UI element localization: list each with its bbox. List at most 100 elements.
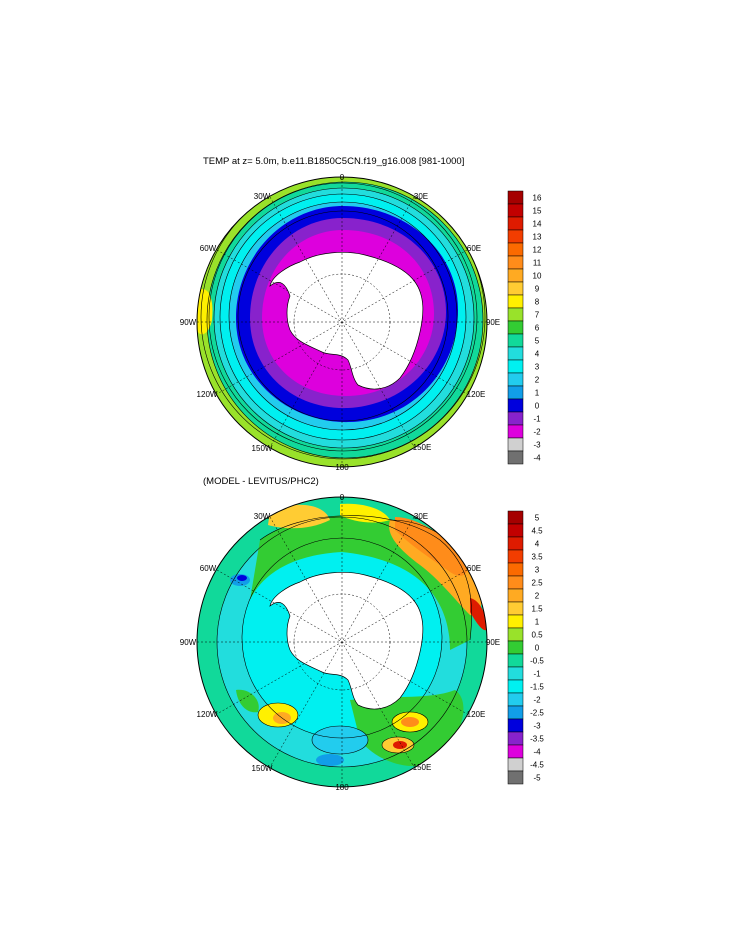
colorbar-label: -3 — [533, 722, 541, 731]
lon-label: 120E — [467, 710, 486, 719]
longitude-labels: 0 30E 60E 90E 120E 150E 180 150W 120W 90… — [180, 173, 500, 472]
anomaly-warm — [268, 504, 330, 529]
colorbar-label: -0.5 — [530, 657, 544, 666]
colorbar-label: -1 — [533, 670, 541, 679]
graticule — [197, 177, 487, 467]
colorbar-label: 12 — [533, 246, 542, 255]
colorbar-label: 7 — [535, 311, 540, 320]
anomaly-hot — [393, 741, 407, 749]
colorbar-swatch — [507, 346, 524, 361]
panel-title: TEMP at z= 5.0m, b.e11.B1850C5CN.f19_g16… — [203, 156, 464, 167]
colorbar-label: 15 — [533, 207, 542, 216]
colorbar-swatch — [507, 359, 524, 374]
anomaly-cold — [316, 754, 344, 766]
lon-label: 60E — [467, 564, 481, 573]
colorbar-label: 4 — [535, 540, 540, 549]
colorbar-swatch — [507, 281, 524, 296]
colorbar-label: 0.5 — [531, 631, 543, 640]
colorbar-swatch — [507, 731, 524, 746]
colorbar-label: 2 — [535, 592, 540, 601]
polar-map — [197, 497, 487, 787]
colorbar-label: -4 — [533, 748, 541, 757]
lon-label: 30W — [254, 192, 271, 201]
colorbar-label: 3 — [535, 566, 540, 575]
colorbar-swatch — [507, 437, 524, 452]
lon-label: 90E — [486, 638, 500, 647]
anomaly-warm — [395, 517, 469, 576]
lon-label: 30E — [414, 512, 428, 521]
colorbar-swatch — [507, 770, 524, 785]
panel-bottom: (MODEL - LEVITUS/PHC2) — [180, 476, 545, 792]
lon-label: 0 — [340, 173, 345, 182]
colorbar-label: 5 — [535, 514, 540, 523]
colorbar-swatch — [507, 744, 524, 759]
colorbar-swatch — [507, 255, 524, 270]
lon-label: 150W — [252, 764, 273, 773]
colorbar-label: -4 — [533, 454, 541, 463]
colorbar-label: -1.5 — [530, 683, 544, 692]
colorbar-label: 6 — [535, 324, 540, 333]
colorbar-label: 8 — [535, 298, 540, 307]
graticule — [197, 497, 487, 787]
lon-label: 150W — [252, 444, 273, 453]
colorbar-swatch — [507, 757, 524, 772]
colorbar-label: 0 — [535, 644, 540, 653]
lon-label: 30E — [414, 192, 428, 201]
contour-lines — [200, 177, 486, 460]
colorbar-swatch — [507, 549, 524, 564]
colorbar-swatch — [507, 307, 524, 322]
panel-title: (MODEL - LEVITUS/PHC2) — [203, 476, 319, 487]
colorbar-swatch — [507, 203, 524, 218]
longitude-labels: 0 30E 60E 90E 120E 150E 180 150W 120W 90… — [180, 493, 500, 792]
colorbar-swatch — [507, 653, 524, 668]
colorbar-label: 1.5 — [531, 605, 543, 614]
colorbar-swatch — [507, 692, 524, 707]
lon-label: 150E — [413, 763, 432, 772]
colorbar-label: -2.5 — [530, 709, 544, 718]
anomaly-cold — [237, 575, 247, 581]
polar-map — [197, 177, 487, 467]
colorbar-swatch — [507, 229, 524, 244]
lon-label: 120W — [197, 710, 218, 719]
colorbar-label: 2.5 — [531, 579, 543, 588]
colorbar-label: -2 — [533, 696, 541, 705]
colorbar-label: 4.5 — [531, 527, 543, 536]
colorbar-swatch — [507, 588, 524, 603]
colorbar-label: 1 — [535, 389, 540, 398]
lon-label: 0 — [340, 493, 345, 502]
anomaly-green — [236, 689, 259, 713]
colorbar-swatch — [507, 627, 524, 642]
colorbar-swatch — [507, 268, 524, 283]
colorbar-swatch — [507, 398, 524, 413]
colorbar-label: 5 — [535, 337, 540, 346]
lon-label: 90W — [180, 318, 197, 327]
lon-label: 60E — [467, 244, 481, 253]
anomaly-warm — [401, 717, 419, 727]
colorbar-label: -4.5 — [530, 761, 544, 770]
colorbar-label: 0 — [535, 402, 540, 411]
colorbar-label: 11 — [533, 259, 542, 268]
colorbar-label: 4 — [535, 350, 540, 359]
colorbar-label: -1 — [533, 415, 541, 424]
colorbar-swatch — [507, 601, 524, 616]
colorbar-label: -2 — [533, 428, 541, 437]
colorbar-swatch — [507, 411, 524, 426]
antarctica-landmass — [269, 572, 424, 710]
anomaly-hot — [470, 598, 487, 631]
colorbar-label: -3 — [533, 441, 541, 450]
map-border — [196, 176, 488, 468]
lon-label: 120W — [197, 390, 218, 399]
lon-label: 90E — [486, 318, 500, 327]
colorbar-swatch — [507, 640, 524, 655]
colorbar: 5 4.5 4 3.5 3 2.5 2 1.5 1 0.5 0 -0.5 -1 -1.5 -2 -2.5 -3 -… — [507, 510, 544, 785]
lon-label: 60W — [200, 244, 217, 253]
colorbar-label: 3 — [535, 363, 540, 372]
anomaly-warm — [340, 503, 390, 523]
colorbar-swatch — [507, 294, 524, 309]
anomaly-cold — [312, 726, 368, 754]
colorbar-label: 9 — [535, 285, 540, 294]
colorbar-swatch — [507, 450, 524, 465]
colorbar-label: 2 — [535, 376, 540, 385]
lon-label: 30W — [254, 512, 271, 521]
